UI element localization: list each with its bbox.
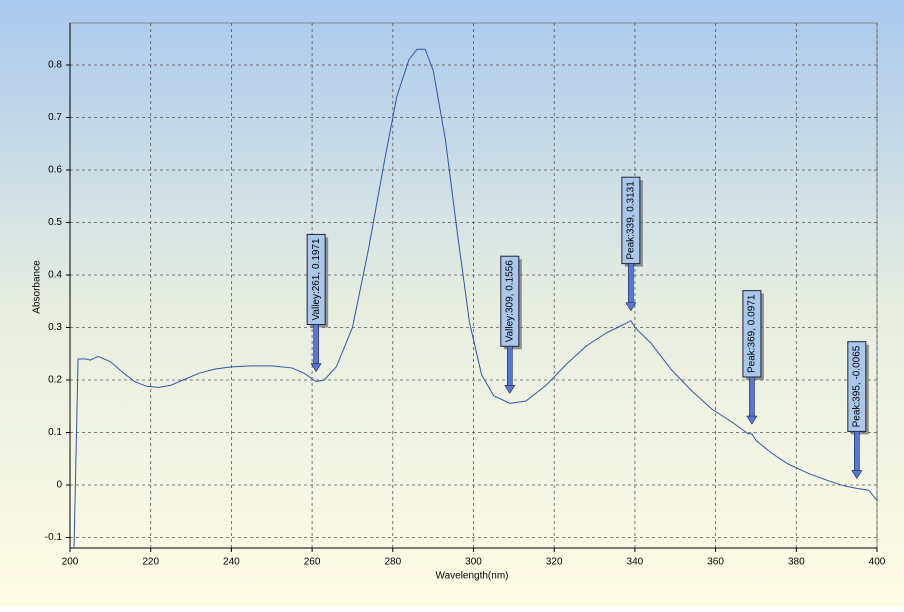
x-tick-label: 340 bbox=[627, 557, 644, 568]
y-axis-label: Absorbance bbox=[32, 260, 43, 314]
x-tick-label: 220 bbox=[142, 557, 159, 568]
annotation: Peak:369, 0.0971 bbox=[742, 290, 764, 425]
x-tick-label: 300 bbox=[465, 557, 482, 568]
x-tick-label: 240 bbox=[223, 557, 240, 568]
y-tick-label: 0 bbox=[56, 480, 62, 491]
annotation-arrow-shaft bbox=[313, 324, 319, 365]
x-tick-label: 400 bbox=[869, 557, 886, 568]
spectrum-line bbox=[73, 48, 878, 549]
x-tick-label: 260 bbox=[304, 557, 321, 568]
annotation-arrow-head bbox=[310, 363, 322, 373]
annotation-arrow-shaft bbox=[749, 376, 755, 418]
x-axis-label: Wavelength(nm) bbox=[436, 571, 509, 582]
annotation-arrow-head bbox=[625, 302, 637, 312]
y-tick-label: 0.8 bbox=[48, 60, 62, 71]
annotation: Valley:261, 0.1971 bbox=[306, 233, 329, 373]
x-tick-label: 280 bbox=[384, 557, 401, 568]
annotation: Peak:395, -0.0065 bbox=[847, 341, 869, 479]
x-tick-label: 380 bbox=[788, 557, 805, 568]
annotation-label: Peak:339, 0.3131 bbox=[626, 181, 637, 260]
x-tick-label: 360 bbox=[707, 557, 724, 568]
y-tick-label: 0.4 bbox=[48, 270, 62, 281]
y-tick-label: 0.6 bbox=[48, 165, 62, 176]
y-tick-label: 0.7 bbox=[48, 112, 62, 123]
annotation-label: Peak:395, -0.0065 bbox=[851, 345, 862, 427]
y-tick-label: 0.2 bbox=[48, 375, 62, 386]
annotation-arrow-shaft bbox=[628, 263, 634, 304]
annotation: Valley:309, 0.1556 bbox=[500, 255, 522, 394]
annotation-arrow-head bbox=[504, 385, 516, 394]
annotation-arrow-head bbox=[851, 470, 863, 479]
annotation-label: Valley:309, 0.1556 bbox=[504, 260, 515, 343]
y-tick-label: -0.1 bbox=[45, 532, 63, 543]
annotation-arrow-shaft bbox=[507, 346, 513, 387]
annotation-label: Valley:261, 0.1971 bbox=[311, 238, 322, 321]
x-tick-label: 320 bbox=[546, 557, 563, 568]
annotation: Peak:339, 0.3131 bbox=[621, 176, 643, 312]
annotation-arrow-head bbox=[746, 415, 758, 425]
y-tick-label: 0.3 bbox=[48, 322, 62, 333]
y-tick-label: 0.5 bbox=[48, 217, 62, 228]
annotation-arrow-shaft bbox=[854, 431, 860, 472]
y-tick-label: 0.1 bbox=[48, 427, 62, 438]
x-tick-label: 200 bbox=[62, 557, 79, 568]
annotation-label: Peak:369, 0.0971 bbox=[747, 294, 758, 373]
